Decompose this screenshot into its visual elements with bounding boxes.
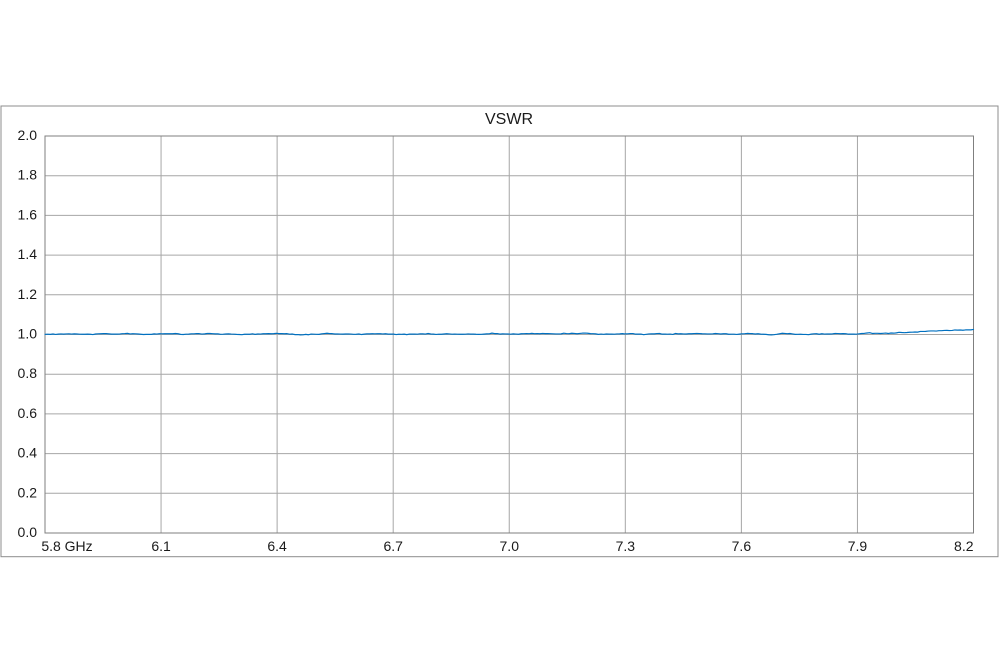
svg-text:VSWR: VSWR bbox=[485, 111, 533, 128]
svg-text:0.8: 0.8 bbox=[18, 365, 38, 381]
svg-text:1.6: 1.6 bbox=[18, 206, 38, 222]
svg-text:7.3: 7.3 bbox=[616, 538, 636, 554]
svg-text:7.0: 7.0 bbox=[500, 538, 520, 554]
svg-text:1.2: 1.2 bbox=[18, 286, 38, 302]
svg-text:1.0: 1.0 bbox=[18, 326, 38, 342]
svg-text:0.4: 0.4 bbox=[18, 445, 38, 461]
svg-text:0.6: 0.6 bbox=[18, 405, 38, 421]
svg-text:5.8 GHz: 5.8 GHz bbox=[41, 538, 92, 554]
svg-text:0.2: 0.2 bbox=[18, 484, 38, 500]
svg-text:6.7: 6.7 bbox=[383, 538, 403, 554]
svg-text:0.0: 0.0 bbox=[18, 524, 38, 540]
svg-text:2.0: 2.0 bbox=[18, 127, 38, 143]
svg-text:6.1: 6.1 bbox=[151, 538, 171, 554]
svg-text:6.4: 6.4 bbox=[267, 538, 287, 554]
svg-text:7.6: 7.6 bbox=[732, 538, 752, 554]
svg-text:1.8: 1.8 bbox=[18, 167, 38, 183]
svg-text:8.2: 8.2 bbox=[954, 538, 974, 554]
svg-text:7.9: 7.9 bbox=[848, 538, 868, 554]
svg-text:1.4: 1.4 bbox=[18, 246, 38, 262]
